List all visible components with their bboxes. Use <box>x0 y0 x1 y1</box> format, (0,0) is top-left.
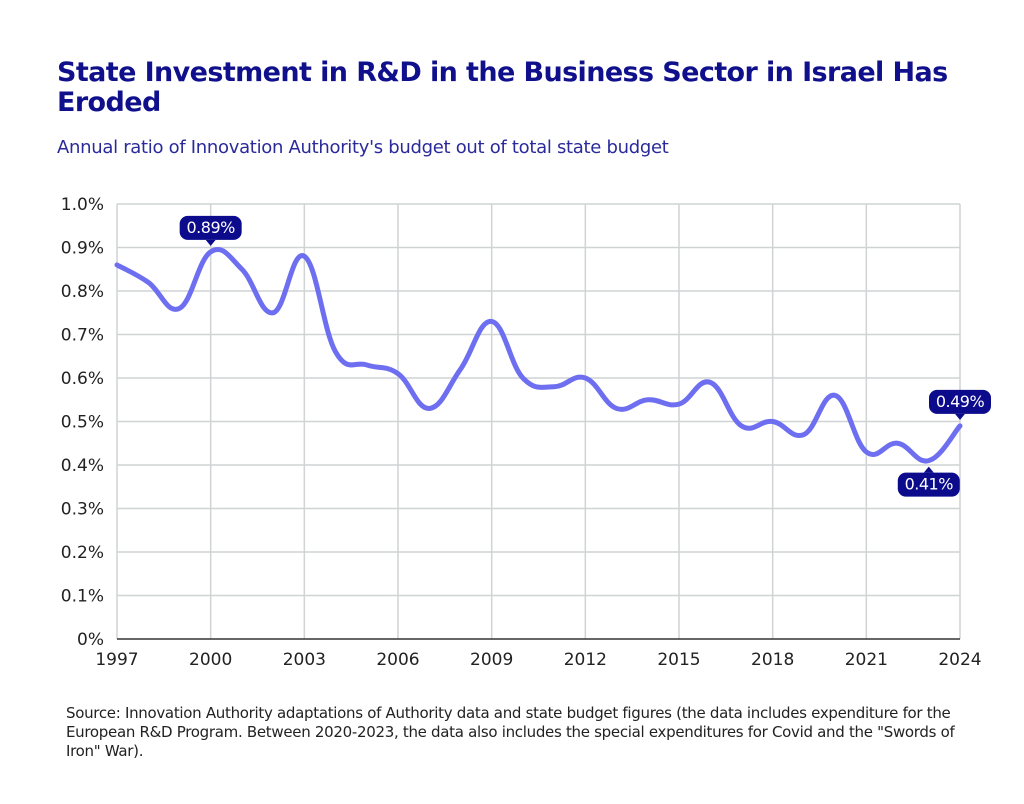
data-label: 0.89% <box>179 215 242 246</box>
data-label-box <box>179 215 242 240</box>
x-tick-label: 2000 <box>189 650 232 670</box>
y-axis-ticks: 0% 0.1% 0.2% 0.3% 0.4% 0.5% 0.6% 0.7% 0.8% 0.9% 1.… <box>61 195 104 650</box>
data-label-pointer <box>205 239 216 246</box>
y-tick-label: 0.8% <box>61 282 104 302</box>
x-tick-label: 2021 <box>845 650 888 670</box>
x-tick-label: 2003 <box>283 650 326 670</box>
x-tick-label: 2006 <box>376 650 419 670</box>
annotations: 0.89% 0.41% 0.49% <box>116 215 991 497</box>
x-tick-label: 2024 <box>938 650 981 670</box>
chart-title: State Investment in R&D in the Business … <box>57 57 948 118</box>
data-label-pointer <box>955 413 965 420</box>
y-tick-label: 0.1% <box>61 587 104 607</box>
y-tick-label: 0.2% <box>61 543 104 563</box>
y-tick-label: 0.5% <box>61 413 104 433</box>
x-tick-label: 2018 <box>751 650 794 670</box>
series-line <box>114 247 963 464</box>
y-tick-label: 0.3% <box>61 500 104 520</box>
x-tick-label: 2015 <box>657 650 700 670</box>
x-axis-ticks: 1997 2000 2003 2006 2009 2012 2015 2018 2021 2024 <box>95 650 981 670</box>
data-label-text: 0.89% <box>187 218 236 237</box>
grid <box>116 203 961 640</box>
data-label: 0.49% <box>929 389 991 420</box>
data-label-box <box>929 389 991 414</box>
chart-subtitle: Annual ratio of Innovation Authority's b… <box>57 137 669 158</box>
x-tick-label: 1997 <box>95 650 138 670</box>
y-tick-label: 0% <box>77 630 104 650</box>
data-label-text: 0.49% <box>936 392 985 411</box>
data-label: 0.41% <box>897 466 960 497</box>
y-tick-label: 0.9% <box>61 239 104 259</box>
x-tick-label: 2009 <box>470 650 513 670</box>
y-tick-label: 0.7% <box>61 326 104 346</box>
data-label-text: 0.41% <box>905 475 954 494</box>
y-tick-label: 0.4% <box>61 456 104 476</box>
y-tick-label: 1.0% <box>61 195 104 215</box>
x-tick-label: 2012 <box>564 650 607 670</box>
y-tick-label: 0.6% <box>61 369 104 389</box>
data-label-pointer <box>923 466 934 473</box>
source-note: Source: Innovation Authority adaptations… <box>66 704 955 760</box>
data-label-box <box>897 472 960 497</box>
